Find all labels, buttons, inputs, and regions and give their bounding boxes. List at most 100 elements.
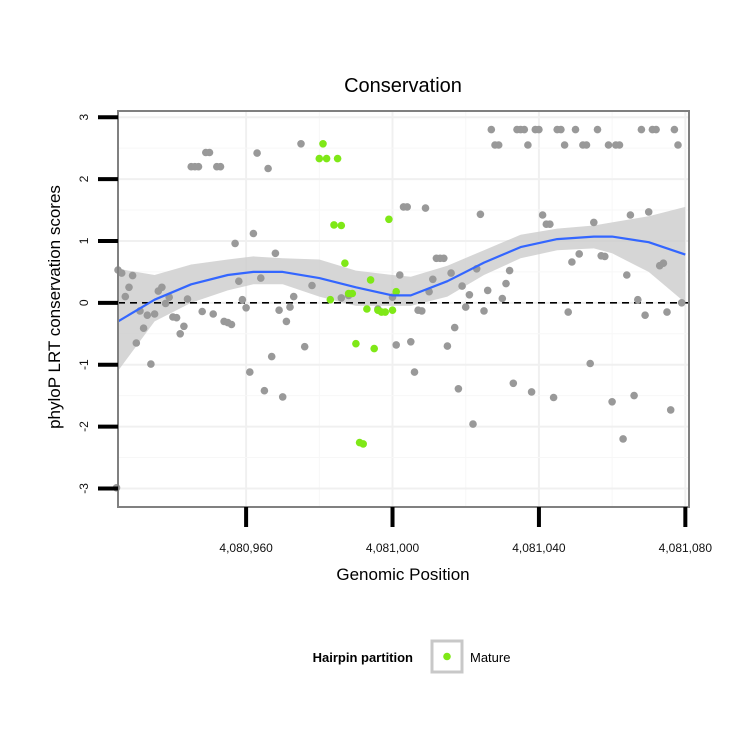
other-point — [260, 386, 269, 395]
other-point — [267, 352, 276, 361]
other-point — [498, 294, 507, 303]
other-point — [403, 203, 412, 211]
y-tick-label: -2 — [77, 421, 91, 432]
smooth-line — [117, 235, 686, 323]
other-point — [216, 162, 225, 171]
mature-point — [352, 339, 360, 348]
other-point — [275, 306, 283, 315]
other-point — [575, 250, 583, 258]
plot-panel — [118, 111, 689, 507]
plot-background — [118, 111, 689, 507]
mature-point — [333, 154, 342, 163]
mature-point — [381, 308, 390, 316]
other-point — [641, 311, 649, 320]
other-point — [626, 211, 635, 219]
other-point — [674, 141, 682, 149]
mature-point — [326, 295, 335, 304]
other-point — [198, 307, 206, 316]
plot-border — [117, 110, 690, 508]
other-point — [257, 274, 265, 282]
legend-label-mature: Mature — [470, 650, 510, 665]
other-point — [147, 360, 155, 368]
other-point — [172, 313, 181, 322]
other-point — [586, 359, 594, 368]
other-point — [535, 125, 543, 134]
mature-point — [392, 287, 401, 296]
other-point — [183, 295, 192, 303]
y-tick-label: -1 — [77, 359, 91, 370]
other-point — [443, 342, 452, 350]
other-point — [176, 330, 184, 338]
other-point — [465, 291, 474, 299]
other-point — [121, 292, 130, 301]
other-point — [246, 368, 254, 376]
other-point — [677, 299, 686, 307]
other-point — [644, 208, 653, 216]
other-point — [447, 269, 455, 277]
other-point — [666, 406, 675, 414]
other-point — [568, 258, 576, 266]
y-tick-label: 0 — [77, 299, 91, 306]
other-point — [623, 271, 631, 279]
other-point — [582, 141, 591, 149]
other-point — [549, 393, 558, 402]
confidence-ribbon — [118, 206, 686, 371]
other-point — [410, 368, 419, 376]
other-point — [421, 204, 430, 212]
other-point — [249, 229, 258, 238]
other-point — [458, 282, 466, 290]
y-axis-title: phyloP LRT conservation scores — [45, 185, 64, 429]
other-point — [128, 271, 137, 280]
other-point — [494, 141, 503, 149]
other-point — [619, 435, 627, 443]
other-point — [509, 379, 518, 388]
other-point — [564, 308, 572, 316]
other-point — [663, 308, 671, 316]
other-point — [601, 252, 609, 261]
y-tick-label: 2 — [77, 175, 91, 182]
grid-lines — [118, 111, 689, 507]
other-point — [161, 299, 170, 308]
other-point — [634, 295, 642, 304]
other-point — [469, 420, 477, 428]
other-point — [297, 140, 305, 148]
other-point — [440, 254, 448, 263]
other-point — [132, 339, 141, 347]
mature-point — [348, 289, 357, 298]
other-point — [461, 303, 470, 311]
y-tick-label: 1 — [77, 237, 91, 244]
other-point — [487, 125, 496, 134]
other-point — [538, 211, 547, 219]
other-point — [180, 322, 188, 331]
other-point — [194, 162, 203, 171]
mature-point — [315, 154, 324, 163]
other-point — [271, 249, 280, 258]
other-point — [143, 311, 152, 320]
other-point — [125, 283, 133, 292]
other-point — [450, 323, 459, 332]
other-point — [396, 271, 404, 279]
other-point — [231, 239, 239, 248]
other-point — [505, 266, 514, 275]
x-tick-label: 4,081,000 — [366, 541, 420, 555]
other-point — [158, 283, 166, 292]
other-point — [546, 220, 554, 228]
other-point — [286, 303, 294, 311]
other-point — [608, 398, 616, 406]
other-point — [205, 148, 214, 157]
other-point — [652, 125, 660, 134]
y-tick-label: -3 — [77, 483, 91, 494]
x-tick-label: 4,081,080 — [659, 541, 713, 555]
mature-point — [366, 276, 375, 284]
other-point — [209, 310, 217, 318]
mature-point — [322, 154, 331, 163]
other-point — [264, 164, 272, 173]
y-tick-label: 3 — [77, 114, 91, 121]
mature-point — [370, 344, 379, 353]
other-point — [483, 286, 492, 295]
other-point — [337, 294, 346, 302]
other-point — [524, 141, 532, 149]
other-point — [502, 279, 510, 288]
other-point — [392, 341, 401, 349]
